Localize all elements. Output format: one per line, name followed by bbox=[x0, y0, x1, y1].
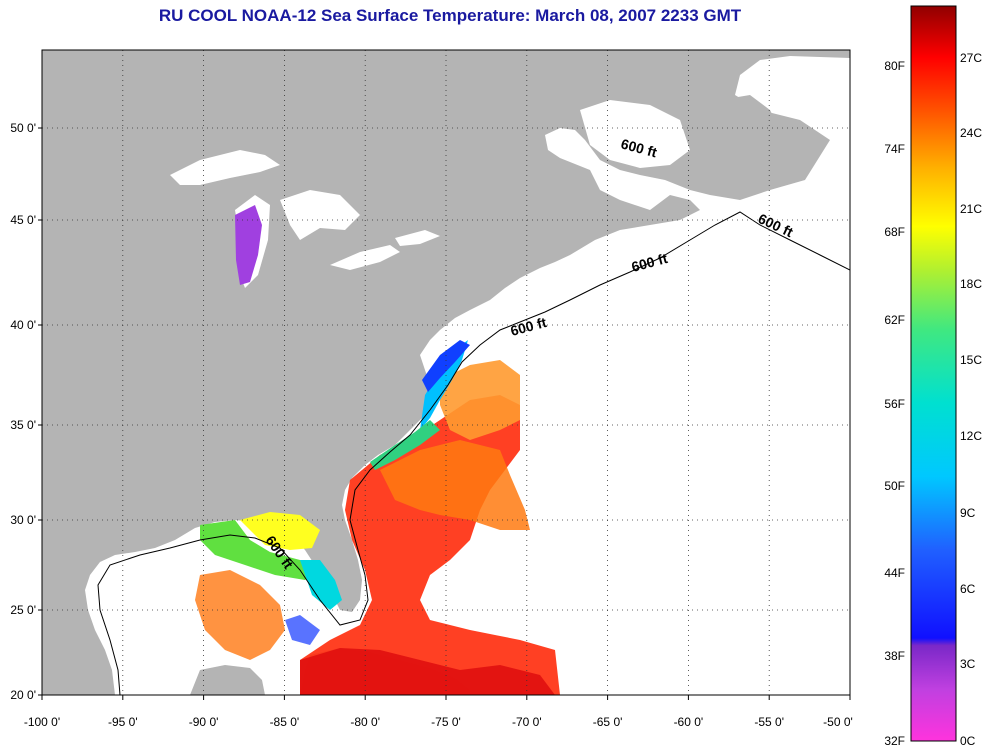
colorbar-f-label: 62F bbox=[884, 313, 905, 327]
colorbar-c-label: 3C bbox=[960, 657, 976, 671]
colorbar-c-label: 6C bbox=[960, 582, 976, 596]
lon-tick-label: -60 0' bbox=[674, 715, 704, 729]
lat-tick-label: 35 0' bbox=[10, 418, 36, 432]
map-title: RU COOL NOAA-12 Sea Surface Temperature:… bbox=[158, 6, 742, 25]
colorbar-c-label: 9C bbox=[960, 506, 976, 520]
longitude-axis: -100 0' -95 0' -90 0' -85 0' -80 0' -75 … bbox=[24, 695, 853, 729]
colorbar-f-label: 80F bbox=[884, 59, 905, 73]
lon-tick-label: -55 0' bbox=[754, 715, 784, 729]
colorbar-f-label: 38F bbox=[884, 649, 905, 663]
lon-tick-label: -90 0' bbox=[189, 715, 219, 729]
newfoundland-land bbox=[695, 95, 780, 160]
colorbar-f-label: 50F bbox=[884, 479, 905, 493]
colorbar-f-label: 68F bbox=[884, 225, 905, 239]
lat-tick-label: 40 0' bbox=[10, 318, 36, 332]
lon-tick-label: -80 0' bbox=[350, 715, 380, 729]
colorbar-c-label: 15C bbox=[960, 353, 982, 367]
colorbar-c-label: 12C bbox=[960, 429, 982, 443]
lat-tick-label: 50 0' bbox=[10, 121, 36, 135]
latitude-axis: 50 0' 45 0' 40 0' 35 0' 30 0' 25 0' 20 0… bbox=[10, 121, 42, 702]
lat-tick-label: 45 0' bbox=[10, 213, 36, 227]
map-plot-area: 600 ft 600 ft 600 ft 600 ft 600 ft bbox=[42, 50, 850, 695]
colorbar-f-label: 74F bbox=[884, 142, 905, 156]
lat-tick-label: 20 0' bbox=[10, 688, 36, 702]
lat-tick-label: 30 0' bbox=[10, 513, 36, 527]
colorbar-c-label: 18C bbox=[960, 277, 982, 291]
colorbar-f-label: 44F bbox=[884, 566, 905, 580]
colorbar-gradient bbox=[910, 5, 957, 742]
lon-tick-label: -95 0' bbox=[108, 715, 138, 729]
colorbar-f-label: 32F bbox=[884, 734, 905, 748]
lon-tick-label: -50 0' bbox=[823, 715, 853, 729]
colorbar: 80F 74F 68F 62F 56F 50F 44F 38F 32F 27C … bbox=[884, 5, 982, 748]
yucatan-land bbox=[190, 665, 265, 695]
great-lakes bbox=[170, 150, 440, 288]
colorbar-c-label: 0C bbox=[960, 734, 976, 748]
lon-tick-label: -100 0' bbox=[24, 715, 60, 729]
lon-tick-label: -70 0' bbox=[512, 715, 542, 729]
colorbar-f-label: 56F bbox=[884, 397, 905, 411]
colorbar-c-label: 27C bbox=[960, 51, 982, 65]
colorbar-c-label: 21C bbox=[960, 202, 982, 216]
600ft-isobath bbox=[97, 211, 850, 695]
lon-tick-label: -85 0' bbox=[270, 715, 300, 729]
lat-tick-label: 25 0' bbox=[10, 603, 36, 617]
lon-tick-label: -65 0' bbox=[593, 715, 623, 729]
lon-tick-label: -75 0' bbox=[431, 715, 461, 729]
colorbar-c-label: 24C bbox=[960, 126, 982, 140]
